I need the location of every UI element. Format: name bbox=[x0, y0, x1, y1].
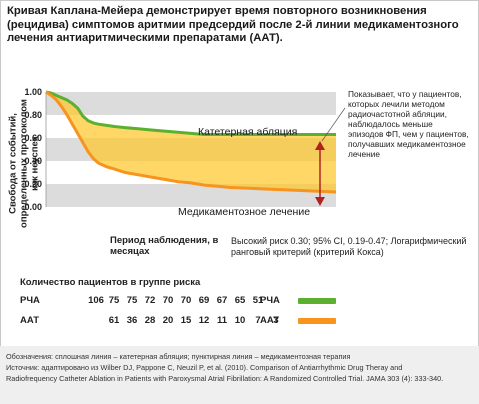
footer-source-2: Radiofrequency Catheter Ablation in Pati… bbox=[6, 374, 444, 383]
footer-source-1: Источник: адаптировано из Wilber DJ, Pap… bbox=[6, 363, 403, 372]
y-tick-label: 0.60 bbox=[24, 133, 42, 143]
risk-value: 20 bbox=[162, 315, 174, 326]
y-tick-label: 0.40 bbox=[24, 156, 42, 166]
risk-value: 28 bbox=[144, 315, 156, 326]
difference-area bbox=[46, 92, 336, 193]
risk-value: 11 bbox=[216, 315, 228, 326]
legend-swatch-aat bbox=[298, 318, 336, 324]
risk-value: 75 bbox=[108, 295, 120, 306]
series-line-drug bbox=[45, 90, 337, 194]
annotation-leader bbox=[321, 107, 346, 142]
risk-value: 61 bbox=[108, 315, 120, 326]
risk-value: 10 bbox=[234, 315, 246, 326]
y-tick-label: 0.00 bbox=[24, 202, 42, 212]
legend-label-aat: ААТ bbox=[260, 315, 280, 326]
legend-label-rfa: РЧА bbox=[260, 295, 280, 306]
risk-value: 70 bbox=[162, 295, 174, 306]
grid-band bbox=[46, 92, 336, 115]
risk-value: 106 bbox=[88, 295, 104, 306]
y-tick-label: 1.00 bbox=[24, 87, 42, 97]
series-line-ablation bbox=[45, 90, 336, 137]
y-tick-label: 0.80 bbox=[24, 110, 42, 120]
y-tick-label: 0.20 bbox=[24, 179, 42, 189]
series-label-ablation: Катетерная абляция bbox=[198, 126, 298, 138]
risk-value: 36 bbox=[126, 315, 138, 326]
risk-row-label: РЧА bbox=[20, 295, 40, 306]
risk-table-title: Количество пациентов в группе риска bbox=[20, 277, 201, 288]
risk-value: 67 bbox=[216, 295, 228, 306]
legend-swatch-rfa bbox=[298, 298, 336, 304]
risk-value: 7 bbox=[255, 315, 261, 326]
risk-value: 70 bbox=[180, 295, 192, 306]
stats-text: Высокий риск 0.30; 95% CI, 0.19-0.47; Ло… bbox=[231, 236, 467, 257]
risk-value: 65 bbox=[234, 295, 246, 306]
risk-value: 51 bbox=[252, 295, 264, 306]
risk-value: 72 bbox=[144, 295, 156, 306]
footer-legend-note: Обозначения: сплошная линия – катетерная… bbox=[6, 352, 351, 361]
figure-title: Кривая Каплана-Мейера демонстрирует врем… bbox=[7, 5, 459, 44]
annotation-text: Показывает, что у пациентов, которых леч… bbox=[348, 89, 469, 159]
footer: Обозначения: сплошная линия – катетерная… bbox=[0, 346, 479, 404]
risk-value: 12 bbox=[198, 315, 210, 326]
series-label-drug: Медикаментозное лечение bbox=[178, 206, 311, 218]
risk-value: 3 bbox=[273, 315, 279, 326]
x-axis-label: Период наблюдения, в месяцах bbox=[110, 235, 219, 257]
risk-value: 69 bbox=[198, 295, 210, 306]
risk-value: 75 bbox=[126, 295, 138, 306]
risk-row-label: ААТ bbox=[20, 315, 40, 326]
difference-arrow bbox=[315, 141, 325, 206]
risk-value: 15 bbox=[180, 315, 192, 326]
